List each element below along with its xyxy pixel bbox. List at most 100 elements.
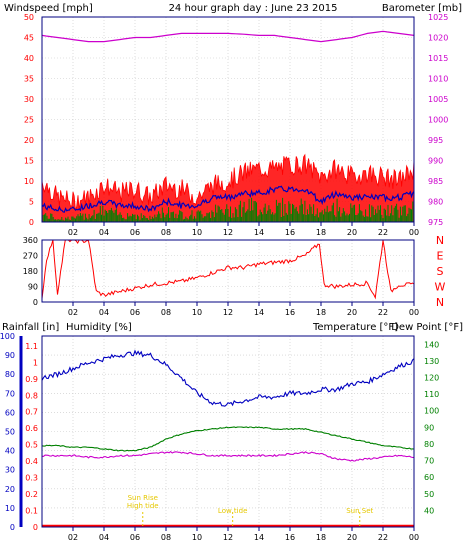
windspeed-tick-label: 35 — [24, 75, 34, 84]
humidity-tick-label: 100 — [0, 332, 15, 341]
x-tick-label: 12 — [223, 308, 233, 317]
x-tick-label: 22 — [378, 308, 388, 317]
humidity-tick-label: 40 — [5, 447, 15, 456]
dewpoint-series — [41, 450, 415, 462]
temperature-series — [41, 426, 415, 452]
lowtide-label: Low tide — [218, 507, 247, 515]
x-tick-label: 04 — [99, 228, 109, 237]
rainfall-tick-label: 0 — [33, 523, 38, 532]
barometer-axis-title: Barometer [mb] — [382, 3, 462, 14]
x-tick-label: 10 — [192, 533, 202, 542]
barometer-tick-label: 975 — [428, 218, 443, 227]
grid-layer — [42, 16, 415, 528]
sunset-label: Sun Set — [346, 507, 373, 515]
direction-compass-label: S — [437, 265, 444, 278]
temperature-tick-label: 140 — [424, 340, 439, 349]
barometer-tick-label: 1020 — [428, 34, 448, 43]
rainfall-tick-label: 1 — [33, 358, 38, 367]
x-tick-label: 10 — [192, 228, 202, 237]
rainfall-tick-label: 0.2 — [25, 490, 38, 499]
sunrise-label-secondary: High tide — [127, 502, 159, 510]
avg-wind-series — [41, 185, 415, 213]
direction-tick-label: 90 — [28, 283, 38, 292]
humidity-axis-title: Humidity [%] — [66, 322, 132, 333]
x-tick-label: 08 — [161, 308, 171, 317]
temperature-tick-label: 50 — [424, 490, 434, 499]
dewpoint-axis-title: Dew Point [°F] — [391, 322, 463, 333]
windspeed-tick-label: 20 — [24, 136, 34, 145]
gust-series-area — [41, 153, 415, 223]
windspeed-tick-label: 0 — [29, 218, 34, 227]
barometer-tick-label: 985 — [428, 177, 443, 186]
windspeed-axis-title: Windspeed [mph] — [4, 3, 93, 14]
x-tick-label: 22 — [378, 533, 388, 542]
rainfall-tick-label: 0.1 — [25, 507, 38, 516]
x-tick-label: 02 — [68, 228, 78, 237]
humidity-tick-label: 60 — [5, 408, 15, 417]
humidity-tick-label: 0 — [10, 523, 15, 532]
axes-layer: 0510152025303540455097598098599099510001… — [0, 13, 448, 542]
x-tick-label: 00 — [409, 533, 419, 542]
humidity-tick-label: 30 — [5, 466, 15, 475]
x-tick-label: 14 — [254, 308, 264, 317]
x-tick-label: 14 — [254, 533, 264, 542]
x-tick-label: 06 — [130, 228, 140, 237]
barometer-tick-label: 990 — [428, 157, 443, 166]
x-tick-label: 16 — [285, 228, 295, 237]
x-tick-label: 16 — [285, 308, 295, 317]
x-tick-label: 02 — [68, 308, 78, 317]
x-tick-label: 20 — [347, 533, 357, 542]
x-tick-label: 14 — [254, 228, 264, 237]
rainfall-tick-label: 0.7 — [25, 408, 38, 417]
humidity-tick-label: 90 — [5, 351, 15, 360]
humidity-tick-label: 10 — [5, 504, 15, 513]
windspeed-tick-label: 40 — [24, 54, 34, 63]
temperature-tick-label: 40 — [424, 506, 434, 515]
x-tick-label: 02 — [68, 533, 78, 542]
temperature-tick-label: 60 — [424, 473, 434, 482]
x-tick-label: 22 — [378, 228, 388, 237]
rainfall-tick-label: 0.3 — [25, 474, 38, 483]
barometer-tick-label: 980 — [428, 198, 443, 207]
x-tick-label: 06 — [130, 533, 140, 542]
wind-direction-series — [41, 239, 415, 300]
temperature-axis-title: Temperature [°F] — [312, 322, 398, 333]
humidity-tick-label: 50 — [5, 428, 15, 437]
windspeed-tick-label: 50 — [24, 13, 34, 22]
direction-compass-label: E — [437, 250, 444, 263]
x-tick-label: 04 — [99, 308, 109, 317]
x-tick-label: 06 — [130, 308, 140, 317]
rainfall-tick-label: 1.1 — [25, 342, 38, 351]
x-tick-label: 08 — [161, 533, 171, 542]
temperature-tick-label: 80 — [424, 440, 434, 449]
windspeed-tick-label: 45 — [24, 34, 34, 43]
direction-compass-label: N — [436, 234, 444, 247]
temperature-tick-label: 110 — [424, 390, 439, 399]
x-tick-label: 20 — [347, 308, 357, 317]
barometer-tick-label: 995 — [428, 136, 443, 145]
rainfall-axis-title: Rainfall [in] — [2, 322, 59, 333]
barometer-tick-label: 1005 — [428, 95, 448, 104]
barometer-tick-label: 1000 — [428, 116, 448, 125]
humidity-tick-label: 70 — [5, 389, 15, 398]
x-tick-label: 12 — [223, 533, 233, 542]
x-tick-label: 18 — [316, 533, 326, 542]
x-tick-label: 12 — [223, 228, 233, 237]
temperature-tick-label: 70 — [424, 457, 434, 466]
humidity-tick-label: 80 — [5, 370, 15, 379]
chart-title: 24 hour graph day : June 23 2015 — [169, 3, 338, 14]
temperature-tick-label: 100 — [424, 407, 439, 416]
temperature-tick-label: 120 — [424, 374, 439, 383]
windspeed-tick-label: 10 — [24, 177, 34, 186]
windspeed-tick-label: 25 — [24, 116, 34, 125]
direction-compass-label: N — [436, 296, 444, 309]
rainfall-tick-label: 0.9 — [25, 375, 38, 384]
direction-tick-label: 270 — [23, 252, 38, 261]
direction-tick-label: 0 — [33, 298, 38, 307]
temperature-tick-label: 130 — [424, 357, 439, 366]
direction-tick-label: 180 — [23, 267, 38, 276]
direction-compass-label: W — [435, 281, 446, 294]
x-tick-label: 16 — [285, 533, 295, 542]
